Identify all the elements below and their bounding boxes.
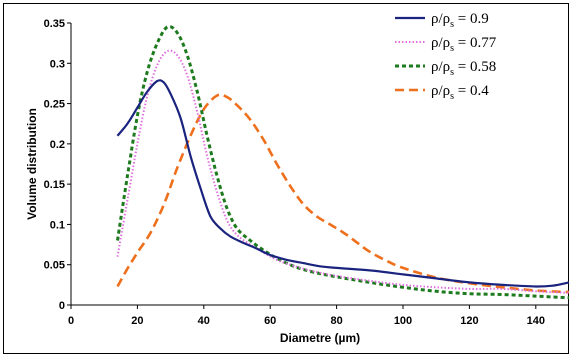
- y-tick-label: 0.15: [44, 179, 65, 191]
- series-line-3: [116, 93, 570, 294]
- legend-label-sub: s: [450, 91, 454, 102]
- legend-label-3: ρ/ρs = 0.4: [431, 83, 489, 102]
- legend-label-2: ρ/ρs = 0.58: [431, 59, 496, 78]
- y-axis-title: Volume distribution: [25, 108, 39, 220]
- x-tick-label: 120: [460, 315, 478, 327]
- legend-label-tail: = 0.9: [454, 11, 489, 27]
- x-tick-label: 40: [198, 315, 210, 327]
- legend-label-main: ρ/ρ: [431, 59, 450, 75]
- y-tick-label: 0.05: [44, 260, 65, 272]
- series-line-1: [116, 49, 570, 294]
- series-line-2: [116, 25, 570, 300]
- y-tick-label: 0.25: [44, 99, 65, 111]
- legend-label-tail: = 0.4: [454, 83, 489, 99]
- legend-label-1: ρ/ρs = 0.77: [431, 35, 497, 54]
- y-tick-label: 0.1: [50, 219, 65, 231]
- x-tick-label: 60: [264, 315, 276, 327]
- x-tick-label: 80: [330, 315, 342, 327]
- y-tick-label: 0.2: [50, 139, 65, 151]
- x-axis-title: Diametre (µm): [280, 331, 360, 345]
- legend-label-sub: s: [450, 19, 454, 30]
- legend-label-sub: s: [450, 67, 454, 78]
- legend-label-main: ρ/ρ: [431, 83, 450, 99]
- series-line-0: [116, 79, 570, 288]
- legend-label-tail: = 0.58: [454, 59, 496, 75]
- legend-label-main: ρ/ρ: [431, 11, 450, 27]
- y-tick-label: 0.3: [50, 58, 65, 70]
- y-tick-label: 0: [59, 300, 65, 312]
- y-tick-label: 0.35: [44, 18, 65, 30]
- x-tick-label: 0: [68, 315, 74, 327]
- legend-label-sub: s: [450, 43, 454, 54]
- legend-label-0: ρ/ρs = 0.9: [431, 11, 489, 30]
- x-tick-label: 140: [527, 315, 545, 327]
- legend-label-main: ρ/ρ: [431, 35, 450, 51]
- x-tick-label: 20: [131, 315, 143, 327]
- legend-label-tail: = 0.77: [454, 35, 497, 51]
- x-tick-label: 100: [394, 315, 412, 327]
